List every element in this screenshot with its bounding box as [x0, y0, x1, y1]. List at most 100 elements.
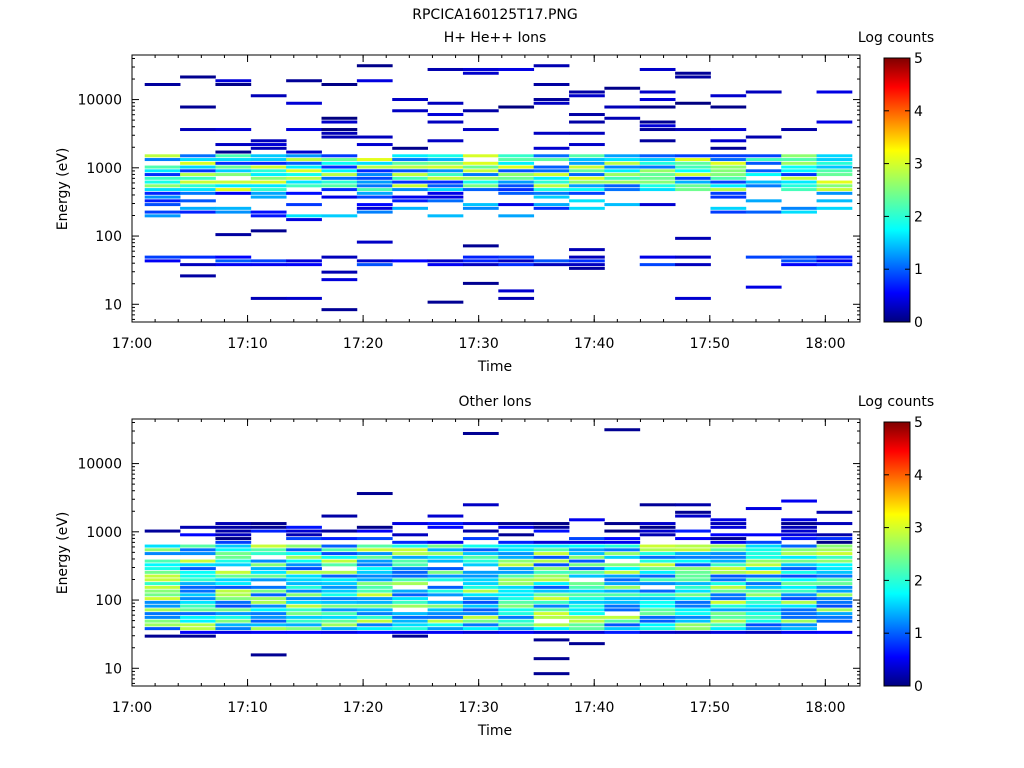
heatmap-cell: [215, 143, 252, 147]
heatmap-cell: [427, 559, 464, 563]
heatmap-cell: [215, 188, 252, 192]
heatmap-cell: [781, 578, 817, 582]
heatmap-cell: [215, 165, 252, 169]
heatmap-cell: [569, 259, 605, 263]
heatmap-cell: [321, 116, 358, 120]
heatmap-cell: [639, 525, 676, 529]
heatmap-cell: [604, 188, 641, 192]
heatmap-cell: [180, 585, 216, 589]
heatmap-cell: [462, 627, 499, 631]
heatmap-cell: [144, 582, 181, 586]
heatmap-cell: [392, 195, 428, 199]
heatmap-cell: [498, 259, 535, 263]
heatmap-cell: [675, 623, 711, 627]
heatmap-cell: [286, 128, 322, 132]
heatmap-cell: [498, 619, 535, 623]
heatmap-cell: [745, 285, 782, 289]
heatmap-cell: [498, 589, 535, 593]
heatmap-cell: [144, 191, 181, 195]
heatmap-cell: [215, 191, 252, 195]
heatmap-cell: [321, 529, 358, 533]
heatmap-cell: [356, 263, 393, 267]
heatmap-cell: [462, 109, 499, 113]
heatmap-cell: [286, 203, 322, 207]
heatmap-cell: [356, 203, 393, 207]
heatmap-cell: [144, 597, 181, 601]
heatmap-cell: [498, 169, 535, 173]
heatmap-cell: [180, 128, 216, 132]
heatmap-cell: [569, 537, 605, 541]
heatmap-cell: [250, 570, 287, 574]
heatmap-cell: [180, 559, 216, 563]
heatmap-cell: [639, 255, 676, 259]
heatmap-cell: [745, 199, 782, 203]
y-tick-label: 1000: [86, 161, 122, 177]
heatmap-cell: [462, 173, 499, 177]
heatmap-cell: [498, 597, 535, 601]
heatmap-cell: [250, 623, 287, 627]
heatmap-cell: [286, 597, 322, 601]
heatmap-cell: [710, 604, 747, 608]
heatmap-cell: [639, 98, 676, 102]
heatmap-cell: [533, 574, 570, 578]
x-tick-label: 17:20: [343, 336, 383, 352]
heatmap-cell: [286, 165, 322, 169]
heatmap-cell: [604, 540, 641, 544]
heatmap-cell: [569, 604, 605, 608]
heatmap-cells: [144, 428, 853, 676]
heatmap-cell: [250, 548, 287, 552]
heatmap-cell: [569, 570, 605, 574]
heatmap-cell: [639, 503, 676, 507]
heatmap-cell: [180, 612, 216, 616]
heatmap-cell: [321, 612, 358, 616]
x-tick-label: 17:00: [112, 700, 152, 716]
heatmap-cell: [462, 585, 499, 589]
heatmap-cell: [569, 559, 605, 563]
heatmap-cell: [427, 522, 464, 526]
heatmap-cell: [781, 623, 817, 627]
heatmap-cell: [144, 169, 181, 173]
heatmap-cell: [215, 529, 252, 533]
colorbar-tick-label: 4: [914, 104, 923, 120]
heatmap-cell: [215, 559, 252, 563]
heatmap-cell: [781, 600, 817, 604]
heatmap-cell: [215, 173, 252, 177]
heatmap-cell: [392, 574, 428, 578]
colorbar: [883, 421, 911, 687]
heatmap-cell: [533, 672, 570, 676]
heatmap-cell: [215, 612, 252, 616]
heatmap-cell: [604, 604, 641, 608]
heatmap-cell: [356, 604, 393, 608]
heatmap-cell: [180, 548, 216, 552]
heatmap-cell: [569, 589, 605, 593]
heatmap-cell: [144, 634, 181, 638]
heatmap-cell: [533, 525, 570, 529]
heatmap-cell: [533, 552, 570, 556]
heatmap-cell: [144, 173, 181, 177]
heatmap-cell: [427, 113, 464, 117]
heatmap-cell: [710, 544, 747, 548]
heatmap-cell: [781, 169, 817, 173]
heatmap-cell: [604, 176, 641, 180]
heatmap-cell: [745, 615, 782, 619]
heatmap-cell: [286, 582, 322, 586]
heatmap-cell: [604, 555, 641, 559]
heatmap-cell: [569, 199, 605, 203]
heatmap-cell: [356, 206, 393, 210]
heatmap-cell: [321, 120, 358, 124]
heatmap-cell: [745, 544, 782, 548]
heatmap-cell: [781, 563, 817, 567]
heatmap-cell: [781, 529, 817, 533]
heatmap-cell: [745, 619, 782, 623]
heatmap-cell: [144, 608, 181, 612]
heatmap-cell: [781, 259, 817, 263]
heatmap-cell: [710, 540, 747, 544]
heatmap-cell: [604, 105, 641, 109]
heatmap-cell: [781, 552, 817, 556]
heatmap-cell: [639, 563, 676, 567]
heatmap-cell: [392, 559, 428, 563]
heatmap-cell: [639, 615, 676, 619]
heatmap-cell: [710, 612, 747, 616]
heatmap-cell: [180, 154, 216, 158]
heatmap-cell: [392, 578, 428, 582]
